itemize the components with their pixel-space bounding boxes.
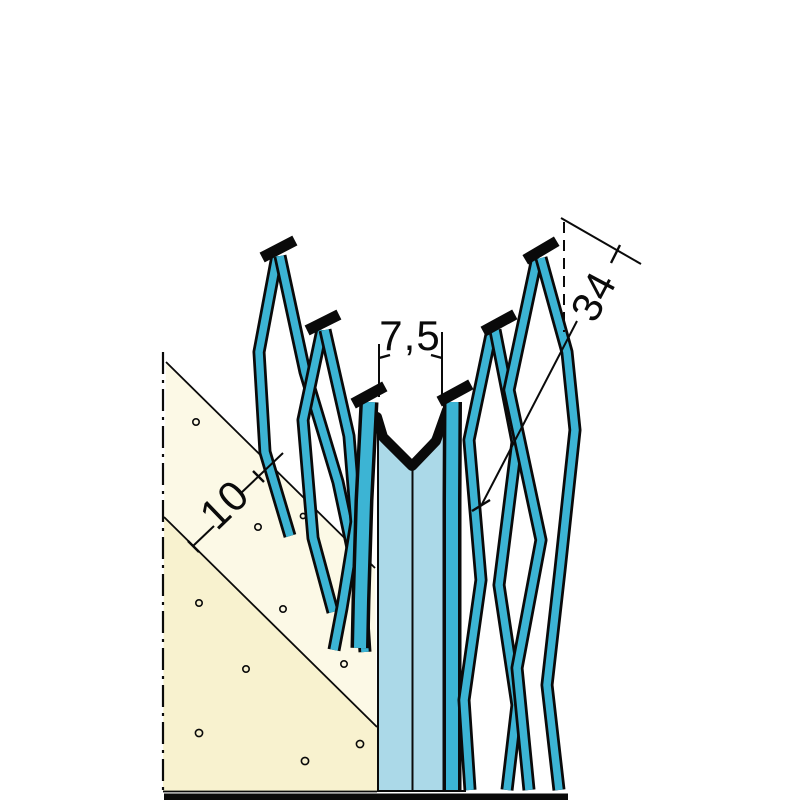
dim-line-slanted [560,217,642,265]
dim-label-wing-width: 34 [561,264,625,329]
dim-tick [471,498,491,513]
plaster-layer-lower [163,517,377,792]
dim-tick [609,244,622,264]
profile-left-leg [354,401,375,649]
strand-cap [259,235,298,263]
leader-line [480,320,578,507]
mesh-strand [460,329,496,791]
mesh-strand [534,256,582,791]
strand-cap [304,309,342,336]
baseline-bar [164,793,568,800]
mesh-strand [505,257,545,791]
strand-cap [522,236,560,265]
profile-right-leg [446,401,459,790]
dimension-channel-width: 7,5 [378,312,443,397]
dim-line-segment-lower [192,525,215,547]
dim-tick [252,470,265,483]
mesh-strand [299,329,337,613]
dim-tick [430,353,443,360]
wall-surface-line-lower [163,516,378,728]
mesh-strand [537,257,579,791]
mesh-wing-left [252,254,379,653]
dim-line-segment-upper [239,452,284,495]
strand-cap [480,309,518,337]
strand-end-caps [259,235,560,409]
dim-label-channel-width: 7,5 [379,312,440,359]
channel-v-notch [372,405,452,471]
dim-tick [378,353,391,360]
strand-cap [436,379,474,407]
plaster-layer-upper [164,362,377,727]
channel-interior [378,418,444,791]
dim-tick [187,540,200,553]
mesh-strand [255,255,294,538]
strand-cap [350,381,388,409]
mesh-wing-right [442,256,582,791]
